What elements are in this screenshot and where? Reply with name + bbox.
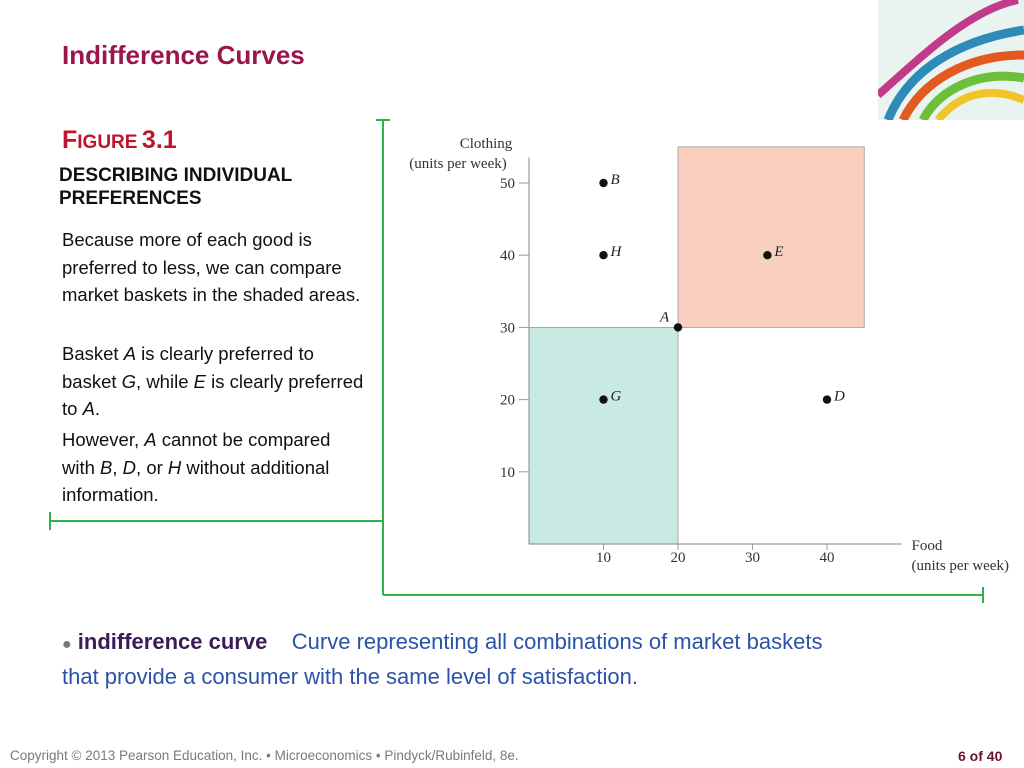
x-tick-label: 10: [596, 550, 611, 566]
p2-text-3: , while: [136, 370, 194, 392]
y-axis-label-line1: Clothing: [460, 136, 513, 152]
point-label-d: D: [833, 389, 845, 405]
figure-label: FIGURE 3.1: [62, 126, 177, 155]
y-tick-label: 40: [500, 248, 515, 264]
bullet-icon: ●: [62, 636, 72, 653]
definition-text-1: Curve representing all combinations of m…: [291, 629, 823, 654]
x-axis-label-line1: Food: [912, 538, 943, 554]
footer-copyright: Copyright © 2013 Pearson Education, Inc.…: [10, 748, 519, 763]
point-h: [599, 251, 608, 260]
p2-text-2: is clearly preferred to basket: [62, 343, 314, 392]
p3-text-3: ,: [112, 456, 123, 478]
point-b: [599, 178, 608, 188]
p2-basket-e: E: [193, 370, 206, 392]
point-label-g: G: [611, 389, 622, 405]
p2-text-5: .: [94, 398, 101, 419]
point-label-e: E: [773, 244, 783, 260]
p3-text-4: , or: [136, 456, 168, 478]
figure-label-number: 3.1: [141, 126, 177, 154]
p3-basket-d: D: [122, 456, 137, 478]
figure-bracket: [49, 119, 984, 603]
definition-term: indifference curve: [77, 629, 268, 654]
slide-title: Indifference Curves: [62, 40, 305, 70]
point-label-a: A: [659, 309, 670, 325]
y-tick-label: 20: [500, 393, 515, 409]
paragraph-shaded-areas: Because more of each good is preferred t…: [62, 229, 361, 305]
definition-line-2: that provide a consumer with the same le…: [62, 659, 1002, 694]
point-label-b: B: [611, 172, 620, 188]
p3-basket-a: A: [144, 429, 157, 450]
decorative-ribbons-image: [878, 0, 1024, 120]
p2-text-1: Basket: [62, 343, 124, 364]
definition-text-2: that provide a consumer with the same le…: [62, 664, 638, 689]
p2-basket-g: G: [121, 370, 137, 392]
y-axis-label-line2: (units per week): [409, 156, 506, 172]
p3-text-1: However,: [62, 429, 145, 450]
p3-text-2: cannot be compared with: [62, 429, 331, 478]
figure-subtitle: DESCRIBING INDIVIDUAL PREFERENCES: [59, 165, 292, 209]
point-d: [822, 395, 832, 404]
paragraph-cannot-compare: However, A cannot be compared with B, D,…: [62, 426, 367, 509]
point-e: [763, 251, 772, 260]
figure-label-smallcaps: IGURE: [77, 132, 138, 153]
x-tick-label: 40: [820, 550, 835, 566]
x-tick-label: 20: [671, 550, 686, 566]
shaded-region-preferred: [677, 146, 865, 328]
paragraph-preferred: Basket A is clearly preferred to basket …: [62, 340, 367, 423]
preference-chart: 10 20 30 40 50 10 20 30 40 Clothing (units per w…: [409, 136, 1009, 574]
x-axis-label-line2: (units per week): [912, 558, 1009, 574]
y-tick-label: 10: [500, 465, 515, 481]
page-number: 6 of 40: [958, 748, 1003, 764]
p3-text-5: without additional information.: [62, 456, 330, 506]
point-label-h: H: [610, 244, 623, 260]
definition-line-1: ● indifference curve Curve representing …: [62, 624, 1002, 662]
p3-basket-b: B: [100, 456, 113, 478]
point-a: [673, 323, 683, 332]
shaded-region-less-preferred: [528, 326, 679, 545]
figure-label-prefix: F: [62, 126, 78, 154]
y-tick-label: 50: [500, 176, 515, 192]
p3-basket-h: H: [167, 456, 182, 478]
p2-basket-a: A: [123, 343, 137, 364]
x-tick-label: 30: [745, 550, 760, 566]
point-g: [599, 395, 608, 404]
p2-text-4: is clearly preferred to: [62, 370, 364, 420]
y-tick-label: 30: [500, 320, 515, 336]
p2-basket-a2: A: [82, 398, 95, 419]
